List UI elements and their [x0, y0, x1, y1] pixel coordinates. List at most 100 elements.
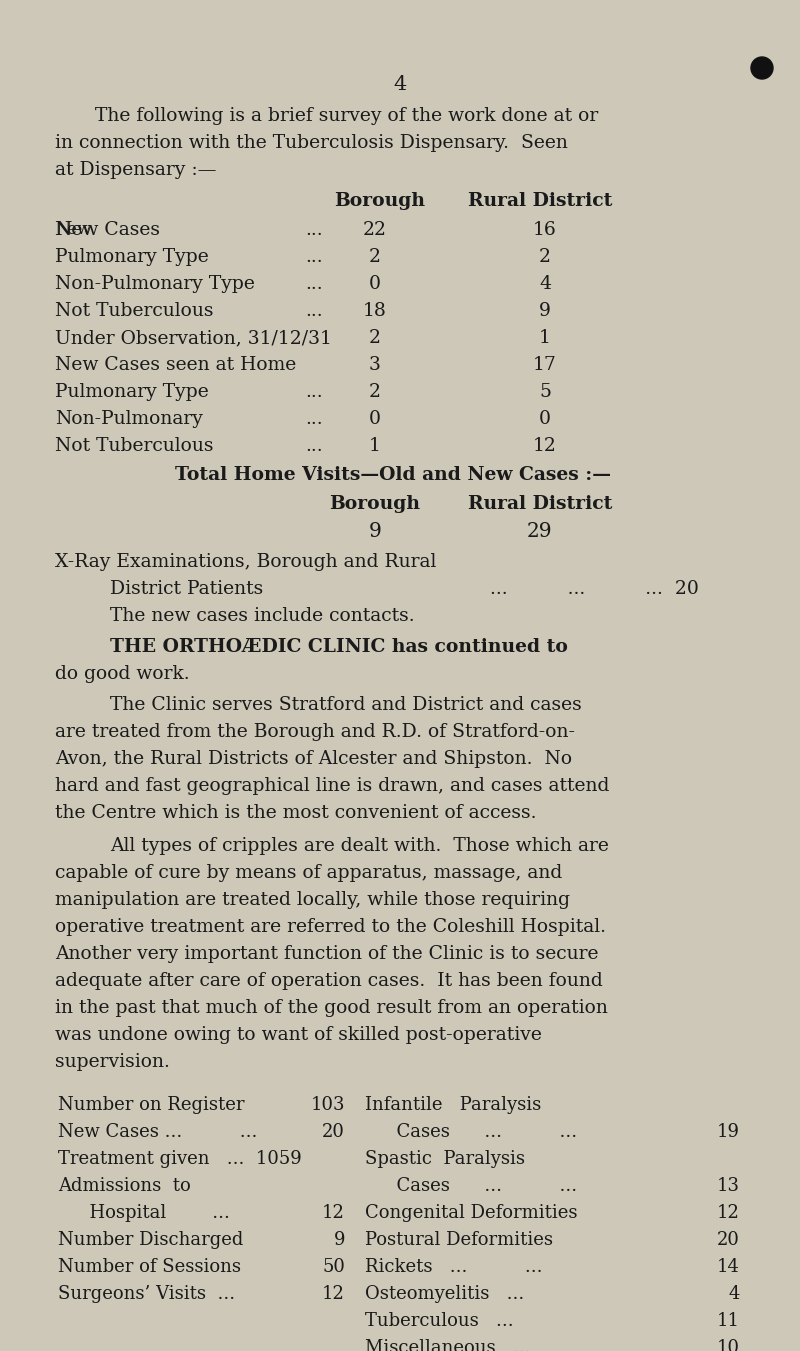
Text: 2: 2	[539, 249, 551, 266]
Text: Non-Pulmonary: Non-Pulmonary	[55, 409, 203, 428]
Text: 9: 9	[369, 521, 382, 540]
Text: 12: 12	[533, 436, 557, 455]
Text: operative treatment are referred to the Coleshill Hospital.: operative treatment are referred to the …	[55, 917, 606, 936]
Text: Spastic  Paralysis: Spastic Paralysis	[365, 1150, 525, 1169]
Text: 10: 10	[717, 1339, 740, 1351]
Text: 13: 13	[717, 1177, 740, 1196]
Text: Treatment given   ...  1059: Treatment given ... 1059	[58, 1150, 302, 1169]
Text: Another very important function of the Clinic is to secure: Another very important function of the C…	[55, 944, 598, 963]
Text: 0: 0	[369, 409, 381, 428]
Text: Under Observation, 31/12/31: Under Observation, 31/12/31	[55, 330, 332, 347]
Text: 16: 16	[533, 222, 557, 239]
Text: 20: 20	[322, 1123, 345, 1142]
Text: 12: 12	[717, 1204, 740, 1223]
Text: Cases      ...          ...: Cases ... ...	[385, 1177, 577, 1196]
Text: Pulmonary Type: Pulmonary Type	[55, 382, 209, 401]
Text: Avon, the Rural Districts of Alcester and Shipston.  No: Avon, the Rural Districts of Alcester an…	[55, 750, 572, 767]
Text: ...: ...	[305, 303, 322, 320]
Text: X-Ray Examinations, Borough and Rural: X-Ray Examinations, Borough and Rural	[55, 553, 436, 571]
Text: the Centre which is the most convenient of access.: the Centre which is the most convenient …	[55, 804, 537, 821]
Circle shape	[751, 57, 773, 78]
Text: Non-Pulmonary Type: Non-Pulmonary Type	[55, 276, 255, 293]
Text: Rural District: Rural District	[468, 192, 612, 209]
Text: 22: 22	[363, 222, 387, 239]
Text: 12: 12	[322, 1204, 345, 1223]
Text: ...          ...          ...  20: ... ... ... 20	[490, 580, 699, 598]
Text: 2: 2	[369, 330, 381, 347]
Text: The following is a brief survey of the work done at or: The following is a brief survey of the w…	[95, 107, 598, 126]
Text: Osteomyelitis   ...: Osteomyelitis ...	[365, 1285, 524, 1302]
Text: 2: 2	[369, 382, 381, 401]
Text: 0: 0	[539, 409, 551, 428]
Text: Number on Register: Number on Register	[58, 1096, 245, 1115]
Text: hard and fast geographical line is drawn, and cases attend: hard and fast geographical line is drawn…	[55, 777, 610, 794]
Text: Not Tuberculous: Not Tuberculous	[55, 436, 214, 455]
Text: District Patients: District Patients	[110, 580, 263, 598]
Text: 2: 2	[369, 249, 381, 266]
Text: in the past that much of the good result from an operation: in the past that much of the good result…	[55, 998, 608, 1017]
Text: 19: 19	[717, 1123, 740, 1142]
Text: supervision.: supervision.	[55, 1052, 170, 1071]
Text: New Cases ...          ...: New Cases ... ...	[58, 1123, 258, 1142]
Text: ...: ...	[305, 249, 322, 266]
Text: ...: ...	[305, 382, 322, 401]
Text: Rural District: Rural District	[468, 494, 612, 513]
Text: 17: 17	[533, 357, 557, 374]
Text: N: N	[55, 222, 71, 239]
Text: adequate after care of operation cases.  It has been found: adequate after care of operation cases. …	[55, 971, 602, 990]
Text: 50: 50	[322, 1258, 345, 1275]
Text: 103: 103	[310, 1096, 345, 1115]
Text: 12: 12	[322, 1285, 345, 1302]
Text: The new cases include contacts.: The new cases include contacts.	[110, 607, 414, 626]
Text: 4: 4	[394, 76, 406, 95]
Text: ...: ...	[305, 276, 322, 293]
Text: Rickets   ...          ...: Rickets ... ...	[365, 1258, 542, 1275]
Text: 11: 11	[717, 1312, 740, 1329]
Text: Cases      ...          ...: Cases ... ...	[385, 1123, 577, 1142]
Text: Postural Deformities: Postural Deformities	[365, 1231, 553, 1250]
Text: ...: ...	[305, 436, 322, 455]
Text: Tuberculous   ...: Tuberculous ...	[365, 1312, 514, 1329]
Text: Pulmonary Type: Pulmonary Type	[55, 249, 209, 266]
Text: 1: 1	[539, 330, 551, 347]
Text: New Cases: New Cases	[55, 222, 160, 239]
Text: Surgeons’ Visits  ...: Surgeons’ Visits ...	[58, 1285, 235, 1302]
Text: Congenital Deformities: Congenital Deformities	[365, 1204, 578, 1223]
Text: 0: 0	[369, 276, 381, 293]
Text: ew: ew	[67, 222, 96, 238]
Text: 9: 9	[539, 303, 551, 320]
Text: at Dispensary :—: at Dispensary :—	[55, 161, 217, 178]
Text: Borough: Borough	[334, 192, 426, 209]
Text: Admissions  to: Admissions to	[58, 1177, 190, 1196]
Text: Infantile   Paralysis: Infantile Paralysis	[365, 1096, 542, 1115]
Text: do good work.: do good work.	[55, 665, 190, 684]
Text: The Clinic serves Stratford and District and cases: The Clinic serves Stratford and District…	[110, 696, 582, 713]
Text: Total Home Visits—Old and New Cases :—: Total Home Visits—Old and New Cases :—	[175, 466, 611, 484]
Text: THE ORTHOÆDIC CLINIC has continued to: THE ORTHOÆDIC CLINIC has continued to	[110, 638, 568, 657]
Text: 3: 3	[369, 357, 381, 374]
Text: manipulation are treated locally, while those requiring: manipulation are treated locally, while …	[55, 892, 570, 909]
Text: 14: 14	[717, 1258, 740, 1275]
Text: 4: 4	[729, 1285, 740, 1302]
Text: Number of Sessions: Number of Sessions	[58, 1258, 241, 1275]
Text: are treated from the Borough and R.D. of Stratford-on-: are treated from the Borough and R.D. of…	[55, 723, 575, 740]
Text: 20: 20	[717, 1231, 740, 1250]
Text: Hospital        ...: Hospital ...	[78, 1204, 230, 1223]
Text: ...: ...	[305, 222, 322, 239]
Text: New Cases seen at Home: New Cases seen at Home	[55, 357, 296, 374]
Text: 9: 9	[334, 1231, 345, 1250]
Text: Borough: Borough	[330, 494, 421, 513]
Text: ...: ...	[305, 409, 322, 428]
Text: Miscellaneous   ...: Miscellaneous ...	[365, 1339, 530, 1351]
Text: All types of cripples are dealt with.  Those which are: All types of cripples are dealt with. Th…	[110, 838, 609, 855]
Text: Number Discharged: Number Discharged	[58, 1231, 243, 1250]
Text: 5: 5	[539, 382, 551, 401]
Text: was undone owing to want of skilled post-operative: was undone owing to want of skilled post…	[55, 1025, 542, 1044]
Text: in connection with the Tuberculosis Dispensary.  Seen: in connection with the Tuberculosis Disp…	[55, 134, 568, 153]
Text: 18: 18	[363, 303, 387, 320]
Text: 1: 1	[369, 436, 381, 455]
Text: 4: 4	[539, 276, 551, 293]
Text: Not Tuberculous: Not Tuberculous	[55, 303, 214, 320]
Text: capable of cure by means of apparatus, massage, and: capable of cure by means of apparatus, m…	[55, 865, 562, 882]
Text: 29: 29	[527, 521, 553, 540]
